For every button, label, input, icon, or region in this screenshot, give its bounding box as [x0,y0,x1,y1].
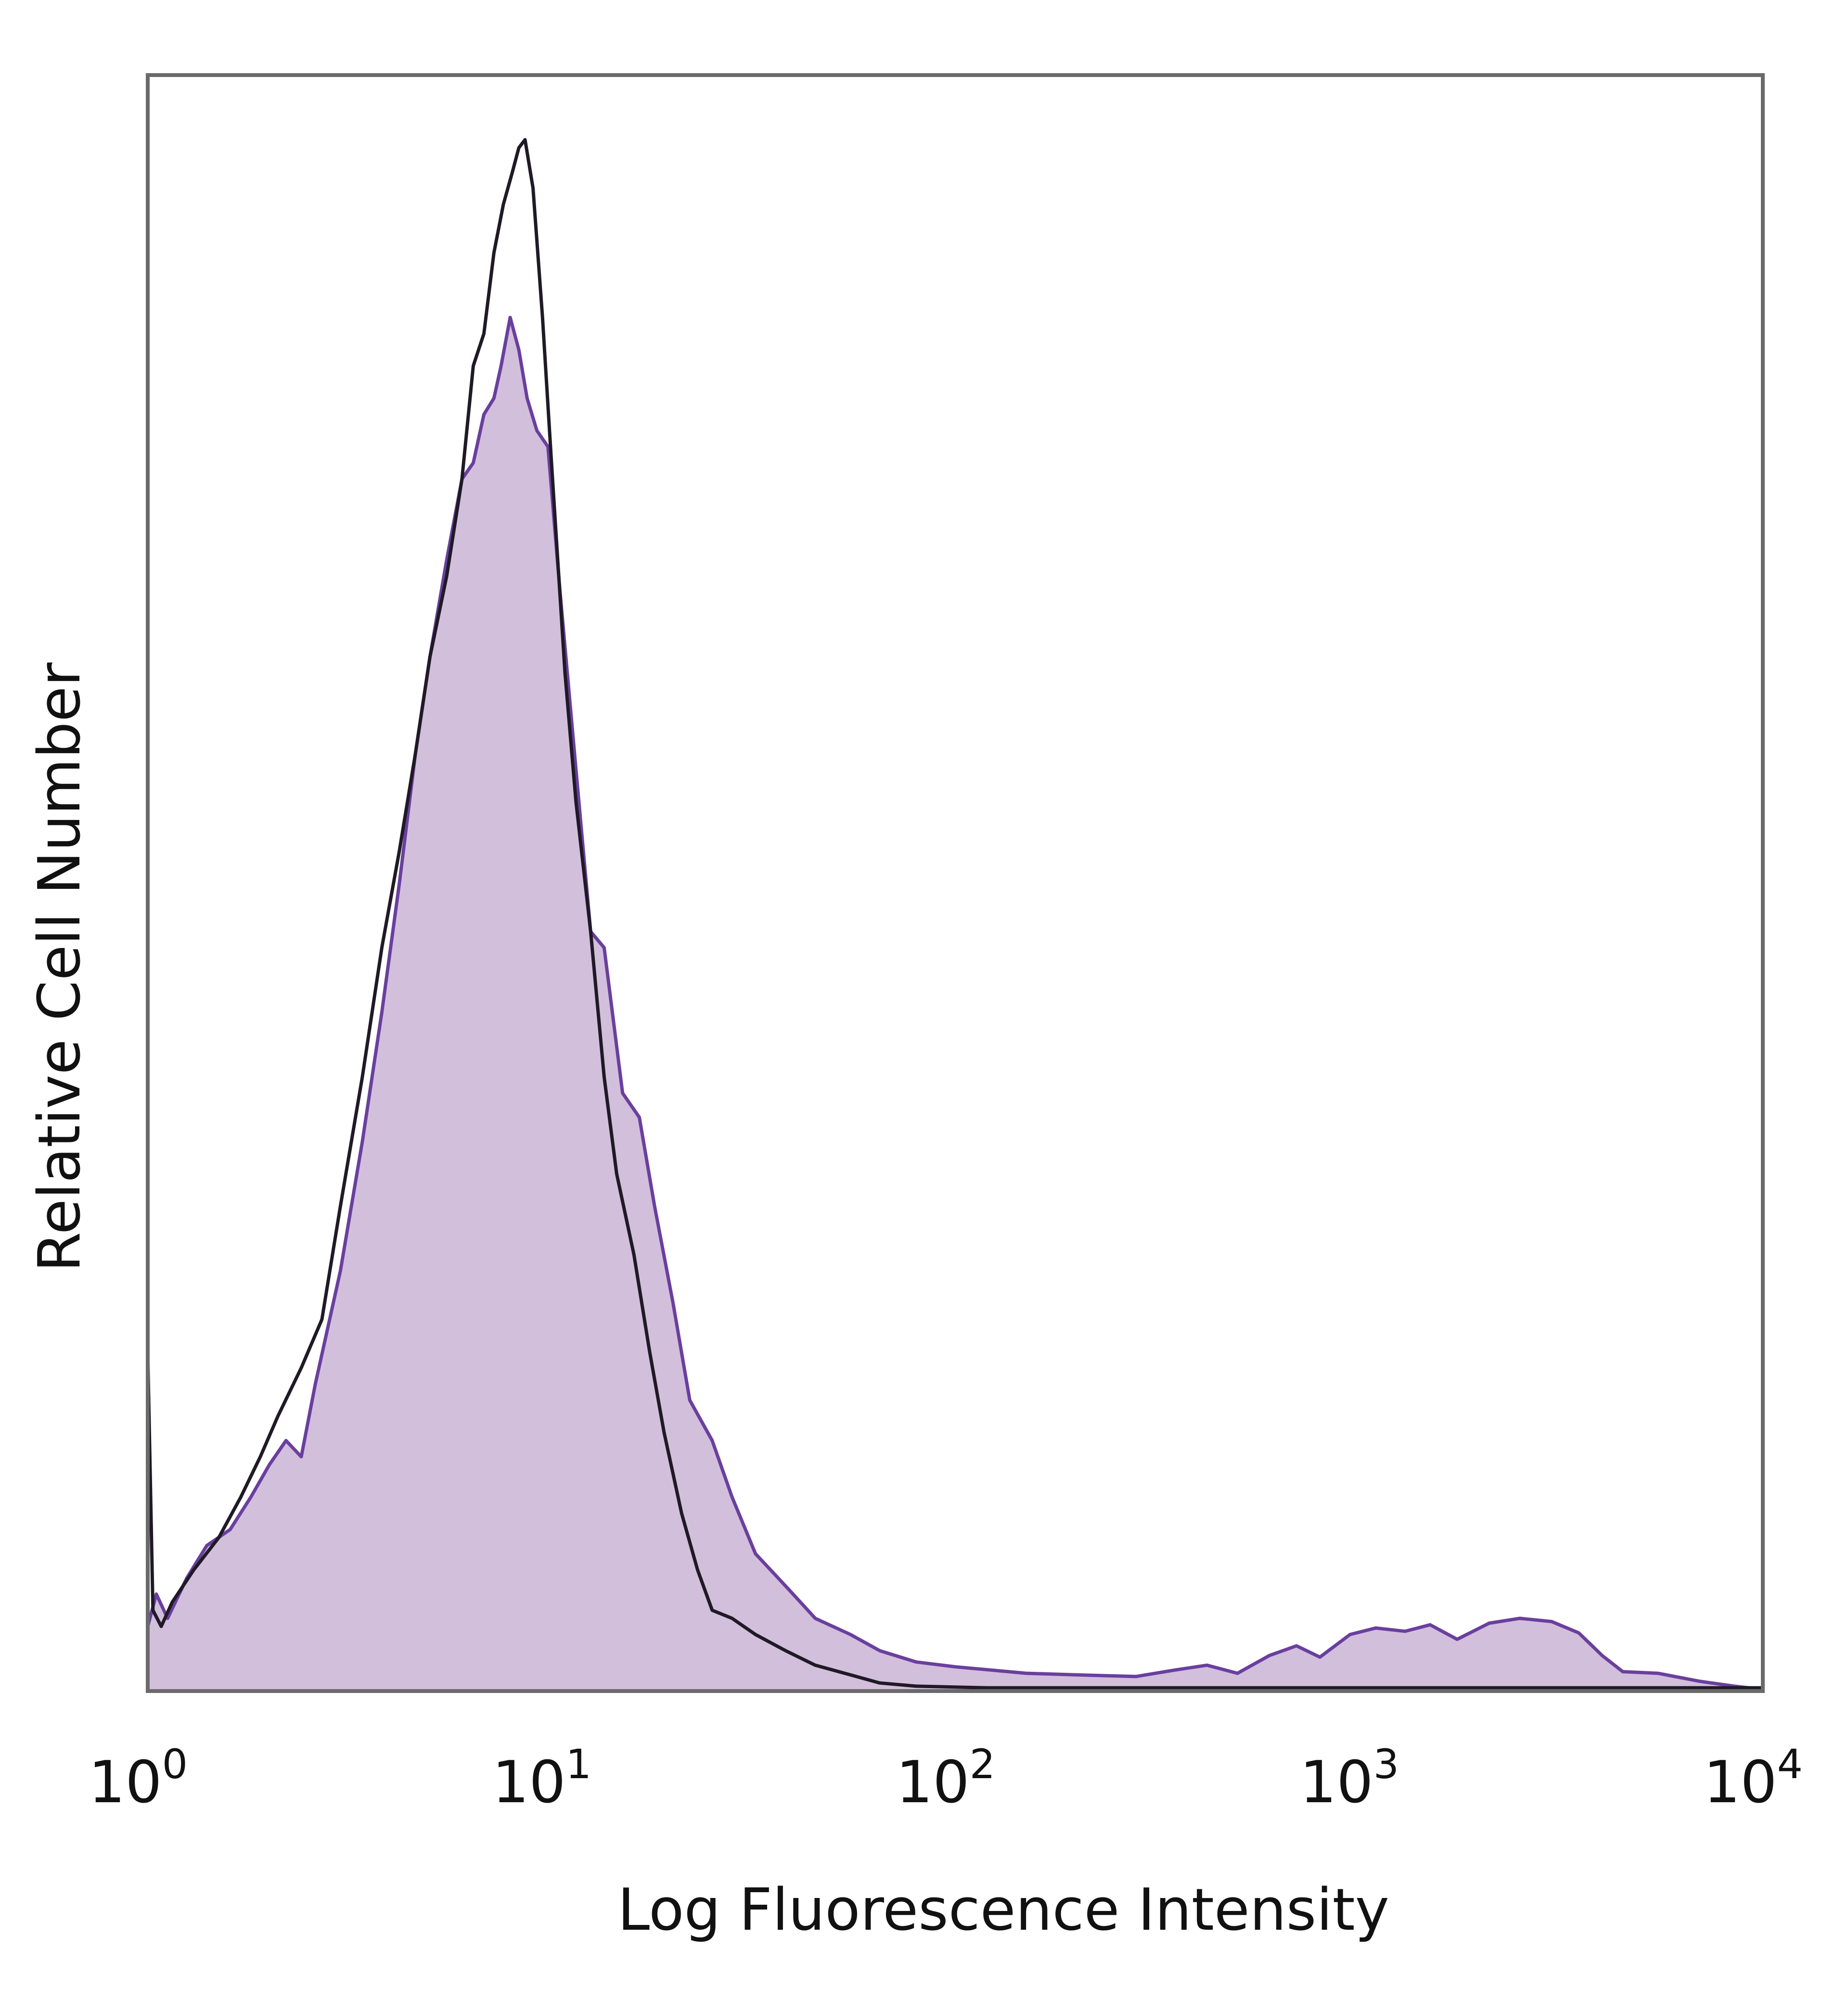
x-tick-label-1: 101 [492,1741,591,1816]
x-tick-base: 10 [89,1749,162,1816]
x-tick-exponent: 1 [566,1741,591,1788]
histogram-1-outline [146,316,1763,1692]
series-layer [146,138,1763,1692]
x-tick-exponent: 3 [1373,1741,1399,1788]
x-tick-label-2: 102 [896,1741,995,1816]
x-tick-base: 10 [1704,1749,1777,1816]
plot-frame [146,73,1765,1693]
x-tick-label-4: 104 [1704,1741,1803,1816]
x-tick-exponent: 4 [1777,1741,1803,1788]
x-tick-exponent: 2 [970,1741,995,1788]
x-axis-label: Log Fluorescence Intensity [617,1877,1389,1944]
x-tick-base: 10 [492,1749,566,1816]
x-tick-label-3: 103 [1300,1741,1399,1816]
histogram-2-outline [146,138,1763,1690]
y-axis-label: Relative Cell Number [26,662,93,1272]
x-tick-labels: 100 101 102 103 104 [89,1741,1803,1816]
histogram-1-fill [148,317,1763,1692]
x-tick-base: 10 [896,1749,970,1816]
x-tick-base: 10 [1300,1749,1373,1816]
x-tick-label-0: 100 [89,1741,188,1816]
x-tick-exponent: 0 [162,1741,188,1788]
